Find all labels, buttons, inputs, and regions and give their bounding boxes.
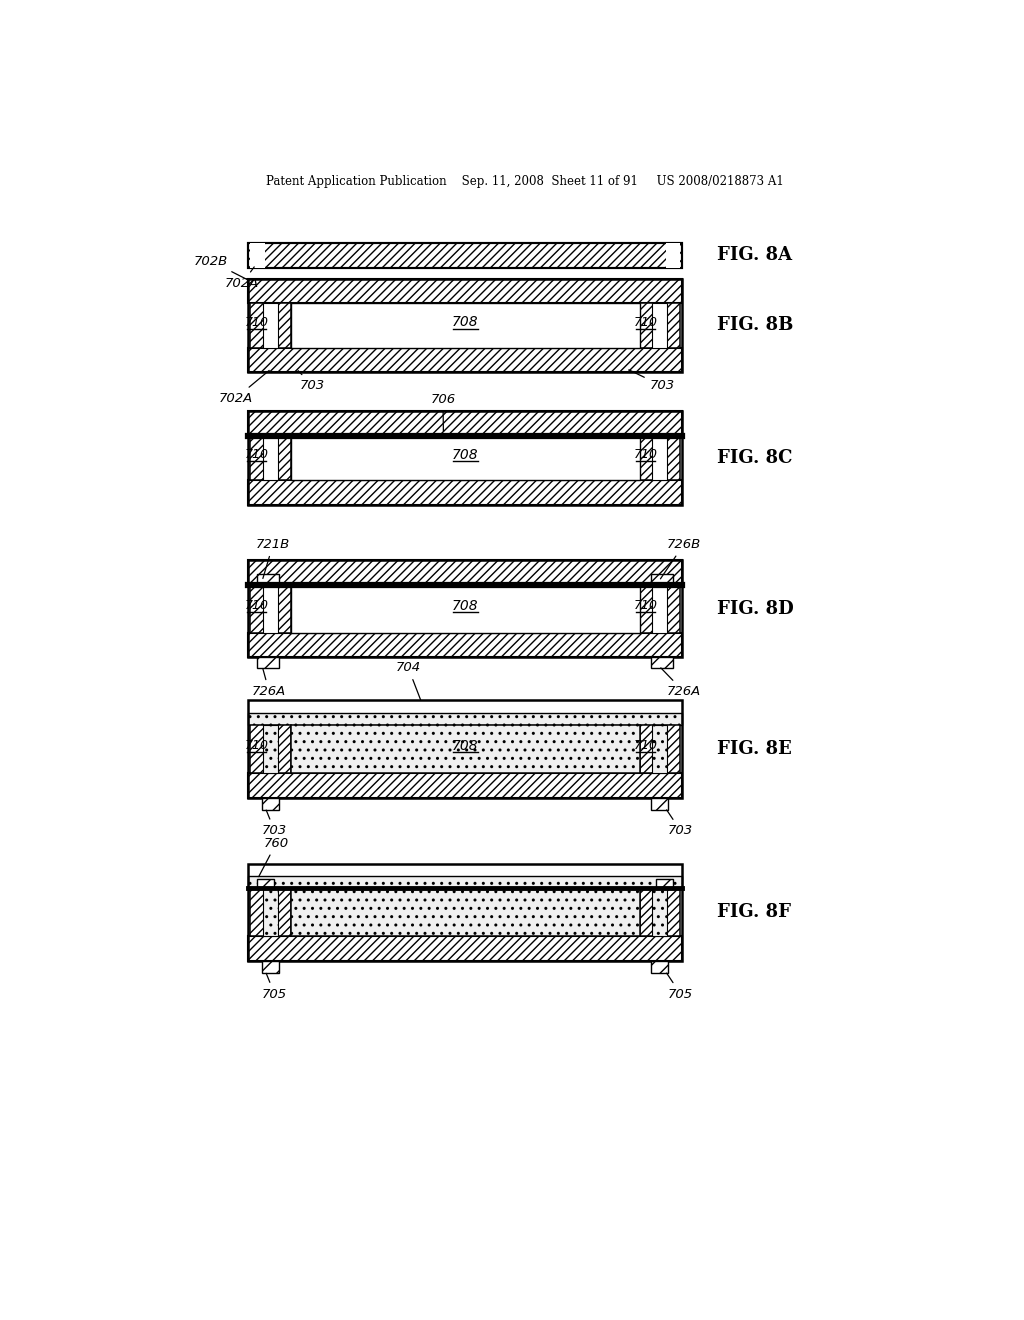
Text: 703: 703	[667, 809, 693, 837]
Text: 706: 706	[430, 393, 456, 432]
Text: 726A: 726A	[660, 668, 700, 698]
Bar	[651, 961, 669, 973]
Text: FIG. 8D: FIG. 8D	[717, 599, 794, 618]
Bar	[640, 436, 680, 480]
Bar	[248, 243, 682, 268]
Bar	[263, 304, 279, 348]
Text: 710: 710	[634, 739, 657, 752]
Text: 760: 760	[259, 837, 289, 876]
Text: 726A: 726A	[252, 668, 287, 698]
Bar	[291, 304, 640, 348]
Bar	[248, 713, 682, 725]
Bar	[263, 888, 279, 936]
Bar	[251, 243, 264, 268]
Text: FIG. 8E: FIG. 8E	[717, 741, 792, 758]
Bar	[251, 304, 291, 348]
Bar	[248, 480, 682, 506]
Bar	[257, 879, 274, 888]
Text: 703: 703	[262, 810, 287, 837]
Bar	[651, 797, 669, 810]
Bar	[640, 585, 680, 632]
Bar	[291, 725, 640, 774]
Text: 703: 703	[629, 370, 675, 392]
Bar	[251, 888, 291, 936]
Text: 726B: 726B	[660, 539, 700, 579]
Bar	[652, 585, 668, 632]
Bar	[291, 888, 640, 936]
Bar	[263, 585, 279, 632]
Bar	[251, 436, 291, 480]
Text: 710: 710	[245, 449, 268, 462]
Text: 710: 710	[245, 315, 268, 329]
Text: FIG. 8B: FIG. 8B	[717, 317, 794, 334]
Text: FIG. 8F: FIG. 8F	[717, 903, 791, 921]
Bar	[652, 304, 668, 348]
Bar	[257, 657, 280, 668]
Bar	[263, 436, 279, 480]
Text: 702B: 702B	[194, 255, 249, 280]
Bar	[248, 560, 682, 585]
Bar	[666, 243, 680, 268]
Text: FIG. 8A: FIG. 8A	[717, 247, 793, 264]
Bar	[248, 348, 682, 372]
Bar	[652, 725, 668, 774]
Text: 702A: 702A	[219, 371, 269, 405]
Bar	[248, 279, 682, 304]
Text: 710: 710	[245, 739, 268, 752]
Bar	[262, 797, 280, 810]
Bar	[248, 876, 682, 888]
Bar	[251, 725, 291, 774]
Text: 704: 704	[395, 661, 421, 700]
Bar	[263, 725, 279, 774]
Bar	[248, 701, 682, 797]
Text: 710: 710	[245, 599, 268, 612]
Bar	[248, 279, 682, 372]
Bar	[257, 574, 280, 585]
Text: 710: 710	[634, 599, 657, 612]
Bar	[640, 888, 680, 936]
Text: 710: 710	[634, 315, 657, 329]
Bar	[248, 774, 682, 797]
Text: Patent Application Publication    Sep. 11, 2008  Sheet 11 of 91     US 2008/0218: Patent Application Publication Sep. 11, …	[266, 176, 783, 187]
Bar	[640, 304, 680, 348]
Text: 721B: 721B	[256, 539, 290, 578]
Bar	[248, 561, 682, 657]
Bar	[640, 725, 680, 774]
Text: FIG. 8C: FIG. 8C	[717, 449, 793, 467]
Text: 708: 708	[452, 315, 478, 330]
Bar	[291, 436, 640, 480]
Text: 705: 705	[667, 973, 693, 1001]
Bar	[248, 411, 682, 506]
Bar	[248, 863, 682, 961]
Text: 708: 708	[452, 599, 478, 612]
Bar	[651, 657, 673, 668]
Text: 708: 708	[452, 447, 478, 462]
Bar	[262, 961, 280, 973]
Bar	[248, 243, 682, 268]
Bar	[248, 936, 682, 961]
Bar	[652, 888, 668, 936]
Bar	[651, 574, 673, 585]
Text: 703: 703	[298, 371, 326, 392]
Bar	[655, 879, 673, 888]
Bar	[248, 411, 682, 436]
Bar	[248, 632, 682, 657]
Bar	[291, 585, 640, 632]
Text: 710: 710	[634, 449, 657, 462]
Text: 702A: 702A	[225, 267, 259, 290]
Bar	[652, 436, 668, 480]
Text: 705: 705	[262, 973, 287, 1001]
Text: 708: 708	[452, 739, 478, 752]
Bar	[251, 585, 291, 632]
